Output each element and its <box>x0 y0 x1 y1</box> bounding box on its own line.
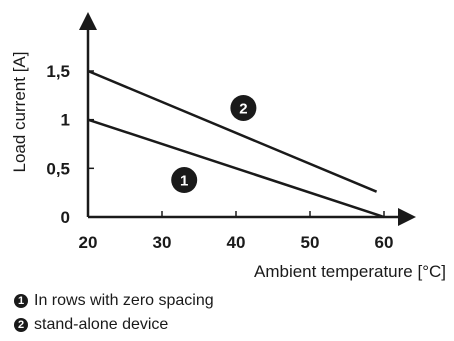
x-tick-label: 40 <box>227 233 246 252</box>
y-axis-label: Load current [A] <box>10 52 29 173</box>
series-line-1 <box>87 118 385 219</box>
series-marker-2-label: 2 <box>239 100 247 117</box>
legend-text-2: stand-alone device <box>34 316 169 333</box>
y-tick-label: 1,5 <box>46 62 70 81</box>
x-tick-label: 50 <box>301 233 320 252</box>
legend-marker-1-icon: 1 <box>14 294 28 308</box>
legend-marker-2-icon: 2 <box>14 318 28 332</box>
y-tick-label: 1 <box>61 111 70 130</box>
series-line-2 <box>87 69 378 193</box>
x-axis-label: Ambient temperature [°C] <box>254 262 446 281</box>
x-axis-arrow <box>398 208 416 226</box>
series-marker-1-icon <box>171 167 198 194</box>
x-tick-label: 20 <box>79 233 98 252</box>
y-axis-arrow <box>79 12 97 30</box>
series-marker-2-icon <box>230 94 257 121</box>
legend-item-2: 2 stand-alone device <box>14 316 168 334</box>
x-tick-label: 60 <box>375 233 394 252</box>
y-tick-label: 0,5 <box>46 159 70 178</box>
series-marker-1-label: 1 <box>180 173 188 190</box>
legend-item-1: 1 In rows with zero spacing <box>14 292 214 310</box>
x-tick-label: 30 <box>153 233 172 252</box>
y-tick-label: 0 <box>61 208 70 227</box>
legend-text-1: In rows with zero spacing <box>34 292 214 309</box>
